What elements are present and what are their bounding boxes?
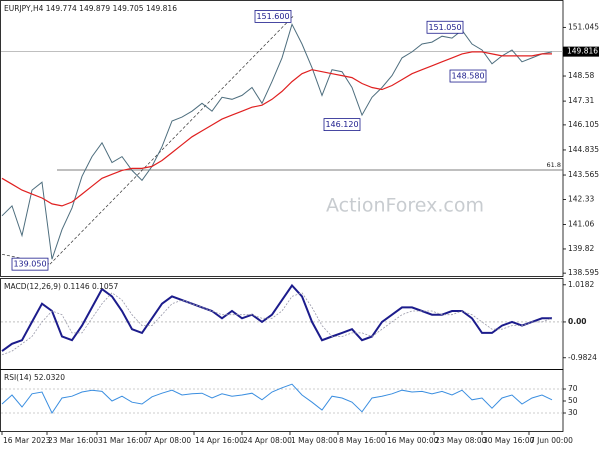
annotation-label: 151.600	[256, 12, 289, 21]
annotation-box	[323, 118, 361, 131]
annotation-box	[11, 257, 49, 271]
panel-frame	[0, 369, 564, 432]
watermark: ActionForex.com	[326, 195, 484, 217]
x-tick-label: 7 Jun 00:00	[530, 436, 573, 445]
y-tick-label: 0.00	[568, 317, 587, 326]
annotation-label: 139.050	[13, 260, 46, 269]
y-tick-label: 147.31	[568, 96, 594, 105]
y-tick-label: 148.58	[568, 71, 594, 80]
series-line	[1, 383, 553, 415]
y-tick-label: 138.595	[568, 268, 599, 277]
x-tick-label: 23 Mar 16:00	[48, 436, 98, 445]
annotation-label: 148.580	[451, 72, 484, 81]
x-tick-label: 30 May 16:00	[483, 436, 535, 445]
panel-title: RSI(14) 52.0320	[4, 373, 65, 382]
series-line	[1, 283, 552, 352]
x-tick-label: 1 May 08:00	[291, 436, 338, 445]
y-tick-label: 151.045	[568, 22, 599, 31]
y-tick-label: 70	[568, 384, 578, 393]
price-box	[563, 46, 599, 57]
y-tick-label: 139.82	[568, 244, 594, 253]
y-tick-label: 146.105	[568, 120, 599, 129]
annotation-label: 151.050	[428, 23, 461, 32]
annotation-box	[426, 20, 464, 34]
current-price-label: 149.816	[567, 47, 598, 56]
panel-frame	[0, 0, 564, 277]
x-tick-label: 24 Apr 08:00	[243, 436, 292, 445]
annotation-label: 146.120	[325, 120, 358, 129]
series-line	[1, 51, 552, 207]
panel-title: EURJPY,H4 149.774 149.879 149.705 149.81…	[4, 4, 177, 13]
y-tick-label: 30	[568, 408, 578, 417]
x-tick-label: 7 Apr 08:00	[147, 436, 191, 445]
y-tick-label: 144.835	[568, 145, 599, 154]
y-tick-label: -0.9824	[568, 353, 597, 362]
y-tick-label: 1.0182	[568, 280, 594, 289]
fib-label: 61.8	[547, 161, 561, 169]
x-tick-label: 14 Apr 16:00	[195, 436, 244, 445]
y-tick-label: 141.06	[568, 219, 594, 228]
trend-line	[49, 16, 294, 265]
x-tick-label: 8 May 16:00	[339, 436, 386, 445]
x-tick-label: 16 May 00:00	[387, 436, 439, 445]
series-line	[1, 292, 553, 356]
panel-title: MACD(12,26,9) 0.1146 0.1057	[4, 282, 118, 291]
annotation-box	[449, 69, 487, 83]
y-tick-label: 142.33	[568, 194, 594, 203]
x-tick-label: 23 May 08:00	[435, 436, 487, 445]
x-tick-label: 16 Mar 2023	[3, 436, 51, 445]
annotation-box	[254, 10, 292, 23]
x-tick-label: 31 Mar 16:00	[98, 436, 148, 445]
y-tick-label: 50	[568, 396, 578, 405]
y-tick-label: 143.565	[568, 170, 599, 179]
